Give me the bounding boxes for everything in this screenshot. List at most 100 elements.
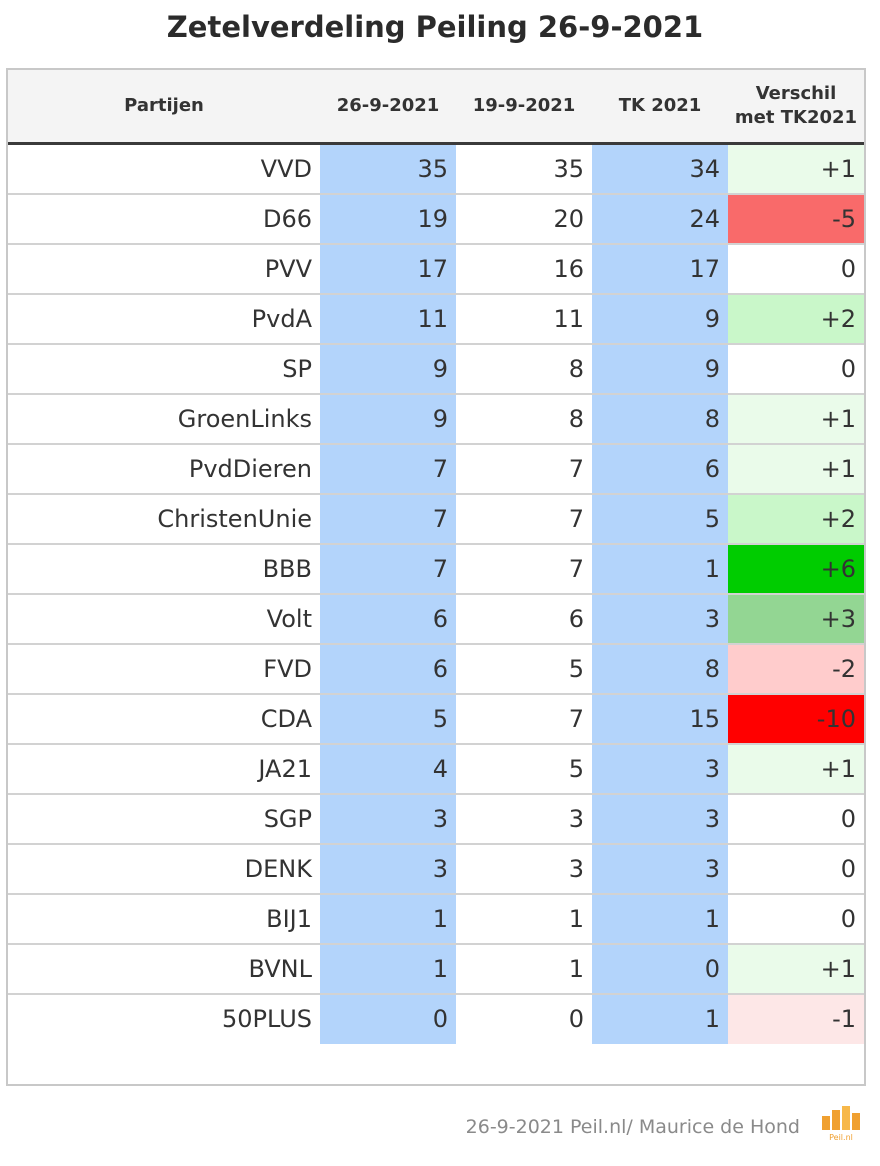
tk-2021-value: 6 — [592, 442, 728, 494]
table-row: FVD 6 5 8 -2 — [8, 642, 864, 694]
tk-2021-value: 1 — [592, 892, 728, 944]
party-name: BVNL — [8, 942, 320, 994]
poll-19-9-value: 8 — [456, 342, 592, 394]
diff-value: 0 — [728, 342, 864, 394]
diff-value: 0 — [728, 792, 864, 844]
party-name: Volt — [8, 592, 320, 644]
diff-value: +2 — [728, 292, 864, 344]
tk-2021-value: 9 — [592, 342, 728, 394]
diff-value: +1 — [728, 442, 864, 494]
tk-2021-value: 3 — [592, 842, 728, 894]
poll-19-9-value: 7 — [456, 492, 592, 544]
poll-19-9-value: 1 — [456, 942, 592, 994]
party-name: BBB — [8, 542, 320, 594]
party-name: PVV — [8, 242, 320, 294]
poll-19-9-value: 7 — [456, 542, 592, 594]
poll-19-9-value: 0 — [456, 992, 592, 1044]
header-19-9-2021: 19-9-2021 — [456, 70, 592, 145]
table-row: PVV 17 16 17 0 — [8, 242, 864, 294]
table-row: 50PLUS 0 0 1 -1 — [8, 992, 864, 1044]
diff-value: +1 — [728, 742, 864, 794]
diff-value: +1 — [728, 392, 864, 444]
poll-26-9-value: 11 — [320, 292, 456, 344]
tk-2021-value: 9 — [592, 292, 728, 344]
party-name: SP — [8, 342, 320, 394]
header-verschil: Verschil met TK2021 — [728, 70, 864, 145]
poll-19-9-value: 6 — [456, 592, 592, 644]
seat-table-container: Partijen 26-9-2021 19-9-2021 TK 2021 Ver… — [6, 68, 866, 1086]
poll-26-9-value: 0 — [320, 992, 456, 1044]
poll-26-9-value: 7 — [320, 492, 456, 544]
tk-2021-value: 3 — [592, 792, 728, 844]
diff-value: 0 — [728, 892, 864, 944]
table-row: CDA 5 7 15 -10 — [8, 692, 864, 744]
table-row: GroenLinks 9 8 8 +1 — [8, 392, 864, 444]
poll-26-9-value: 7 — [320, 442, 456, 494]
tk-2021-value: 15 — [592, 692, 728, 744]
table-row: PvdDieren 7 7 6 +1 — [8, 442, 864, 494]
tk-2021-value: 8 — [592, 642, 728, 694]
party-name: JA21 — [8, 742, 320, 794]
party-name: SGP — [8, 792, 320, 844]
poll-19-9-value: 7 — [456, 442, 592, 494]
table-row: VVD 35 35 34 +1 — [8, 143, 864, 194]
table-row: DENK 3 3 3 0 — [8, 842, 864, 894]
diff-value: 0 — [728, 842, 864, 894]
source-credit: 26-9-2021 Peil.nl/ Maurice de Hond — [465, 1116, 800, 1138]
poll-26-9-value: 9 — [320, 342, 456, 394]
poll-19-9-value: 20 — [456, 192, 592, 244]
diff-value: +1 — [728, 143, 864, 194]
diff-value: 0 — [728, 242, 864, 294]
header-partijen: Partijen — [8, 70, 320, 145]
table-row: SGP 3 3 3 0 — [8, 792, 864, 844]
poll-26-9-value: 1 — [320, 892, 456, 944]
party-name: FVD — [8, 642, 320, 694]
tk-2021-value: 34 — [592, 143, 728, 194]
poll-19-9-value: 11 — [456, 292, 592, 344]
party-name: D66 — [8, 192, 320, 244]
tk-2021-value: 24 — [592, 192, 728, 244]
tk-2021-value: 1 — [592, 992, 728, 1044]
poll-26-9-value: 7 — [320, 542, 456, 594]
diff-value: -5 — [728, 192, 864, 244]
tk-2021-value: 17 — [592, 242, 728, 294]
party-name: DENK — [8, 842, 320, 894]
party-name: PvdA — [8, 292, 320, 344]
diff-value: -10 — [728, 692, 864, 744]
tk-2021-value: 3 — [592, 742, 728, 794]
header-verschil-line1: Verschil — [755, 83, 837, 104]
poll-19-9-value: 8 — [456, 392, 592, 444]
tk-2021-value: 5 — [592, 492, 728, 544]
poll-19-9-value: 16 — [456, 242, 592, 294]
party-name: CDA — [8, 692, 320, 744]
party-name: GroenLinks — [8, 392, 320, 444]
poll-19-9-value: 35 — [456, 143, 592, 194]
poll-19-9-value: 1 — [456, 892, 592, 944]
diff-value: -2 — [728, 642, 864, 694]
diff-value: -1 — [728, 992, 864, 1044]
table-row: BBB 7 7 1 +6 — [8, 542, 864, 594]
poll-26-9-value: 9 — [320, 392, 456, 444]
diff-value: +2 — [728, 492, 864, 544]
header-tk-2021: TK 2021 — [592, 70, 728, 145]
tk-2021-value: 0 — [592, 942, 728, 994]
table-row: Volt 6 6 3 +3 — [8, 592, 864, 644]
poll-26-9-value: 3 — [320, 792, 456, 844]
poll-26-9-value: 6 — [320, 592, 456, 644]
peil-logo-text: Peil.nl — [829, 1133, 853, 1142]
tk-2021-value: 1 — [592, 542, 728, 594]
party-name: BIJ1 — [8, 892, 320, 944]
diff-value: +3 — [728, 592, 864, 644]
poll-26-9-value: 4 — [320, 742, 456, 794]
header-verschil-line2: met TK2021 — [734, 107, 858, 128]
poll-19-9-value: 3 — [456, 792, 592, 844]
poll-26-9-value: 17 — [320, 242, 456, 294]
table-row: SP 9 8 9 0 — [8, 342, 864, 394]
party-name: ChristenUnie — [8, 492, 320, 544]
party-name: VVD — [260, 154, 312, 183]
chart-title: Zetelverdeling Peiling 26-9-2021 — [166, 10, 704, 44]
table-body: VVD 35 35 34 +1 D66 19 20 24 -5 PVV 17 16 17 0 PvdA 11 11… — [8, 143, 864, 1044]
peil-logo-icon: Peil.nl — [822, 1106, 860, 1142]
party-name: 50PLUS — [8, 992, 320, 1044]
poll-19-9-value: 5 — [456, 642, 592, 694]
